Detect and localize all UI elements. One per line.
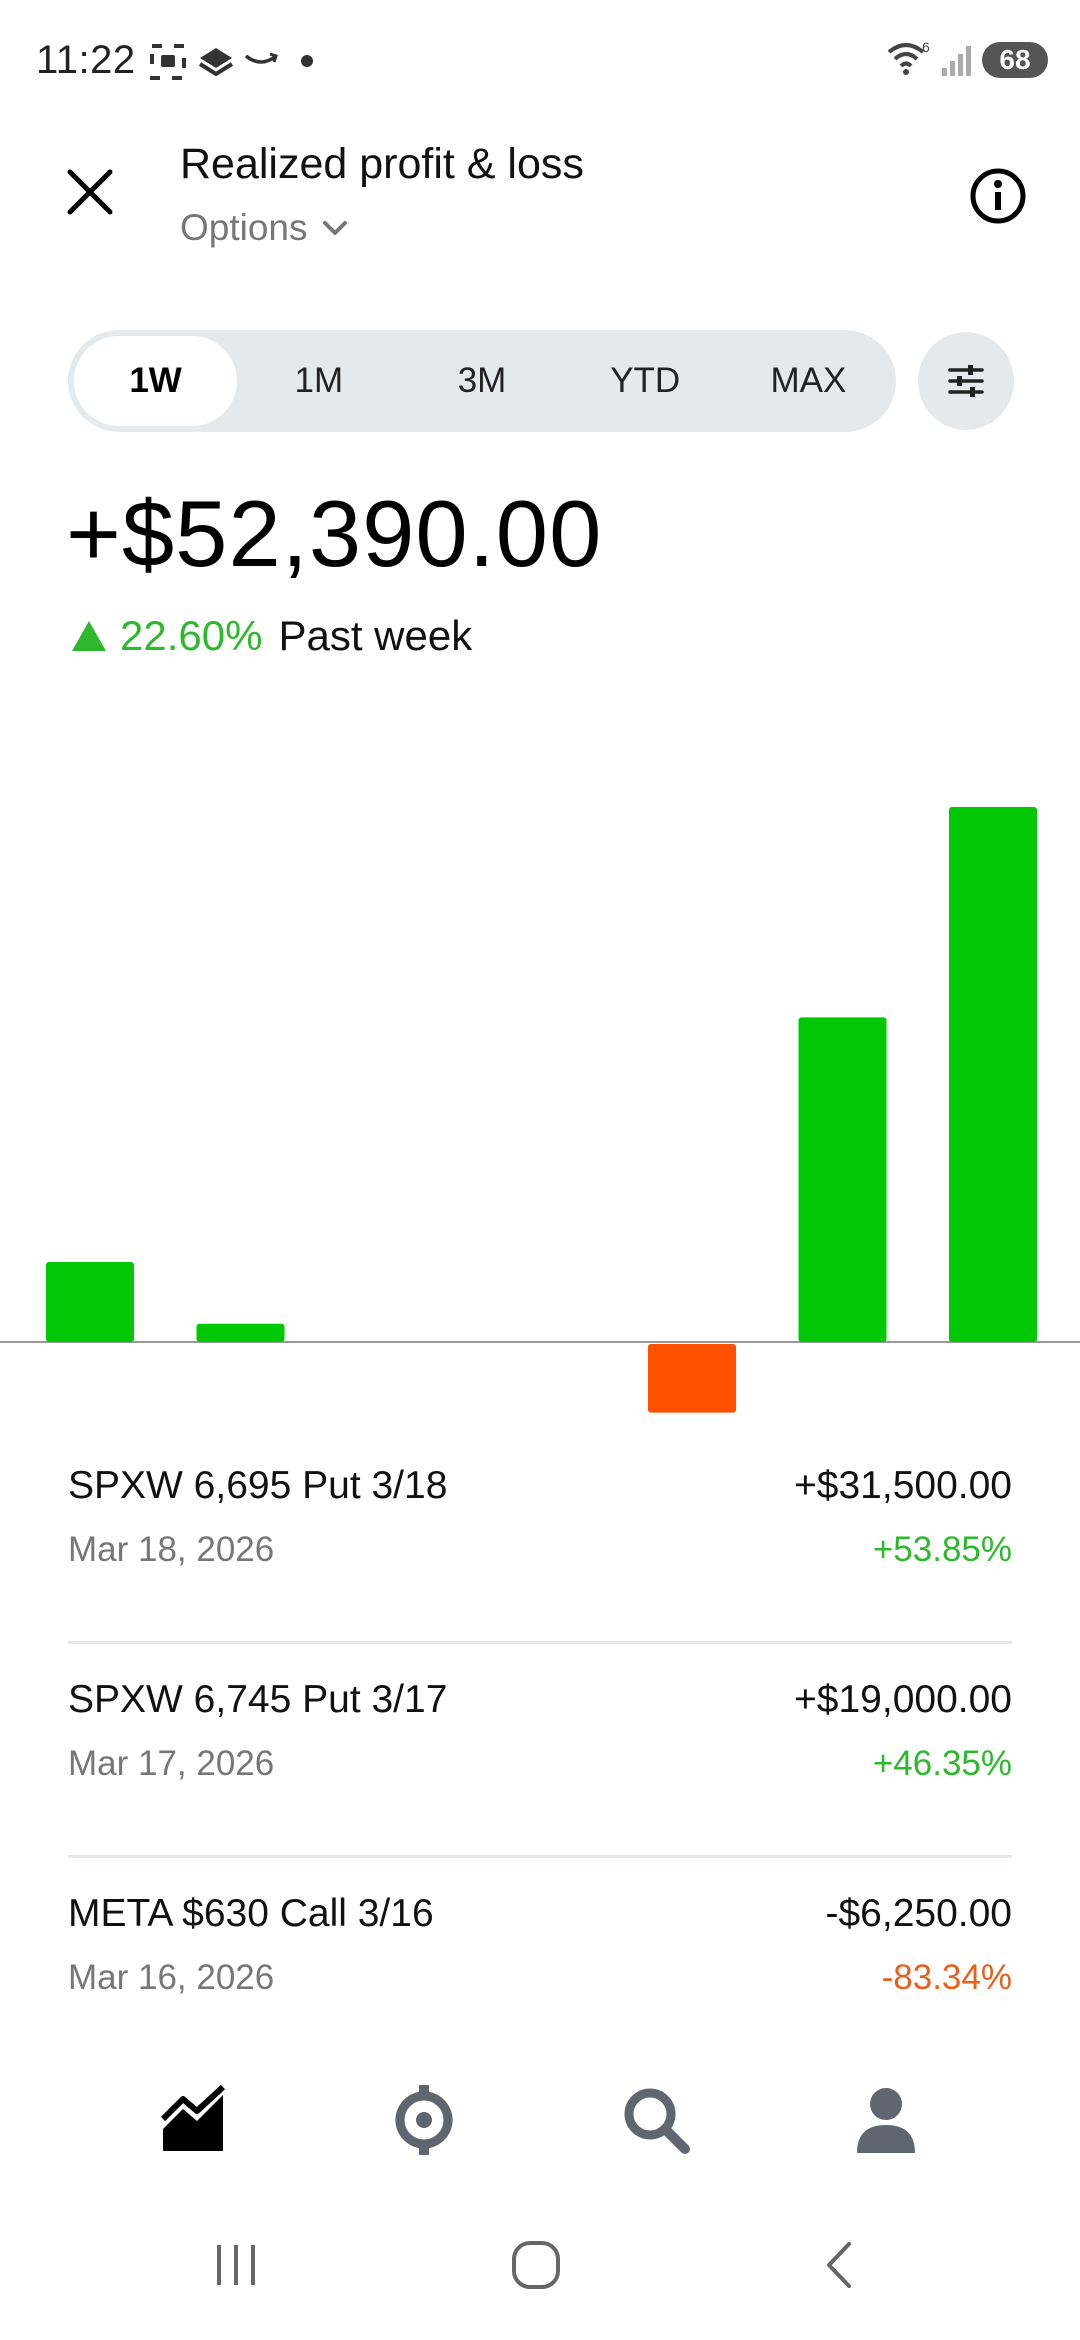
nav-investing[interactable] [154,2080,234,2160]
transaction-date: Mar 18, 2026 [68,1530,275,1569]
transaction-amount: +$19,000.00 [794,1678,1012,1721]
nav-search[interactable] [616,2080,696,2160]
transaction-name: SPXW 6,695 Put 3/18 [68,1464,448,1507]
chart-bar[interactable] [46,1261,134,1342]
up-arrow-icon [72,621,106,651]
info-icon [970,168,1026,224]
home-button[interactable] [496,2230,576,2300]
filter-button[interactable] [918,332,1014,430]
chart-bar[interactable] [949,807,1037,1342]
recent-apps-button[interactable] [196,2230,276,2300]
transaction-date: Mar 16, 2026 [68,1958,275,1997]
sliders-icon [948,365,984,397]
range-selector: 1W 1M 3M YTD MAX [68,330,896,432]
transaction-row[interactable]: META $630 Call 3/16 Mar 16, 2026 -$6,250… [68,1858,1012,2072]
asset-filter-label: Options [180,207,308,248]
notification-dot-icon [300,54,314,73]
system-navigation [0,2230,1080,2310]
range-tab-3m[interactable]: 3M [457,361,507,400]
page-title: Realized profit & loss [180,140,584,188]
bottom-navigation [0,2080,1080,2180]
range-tab-max[interactable]: MAX [770,361,847,400]
change-period: Past week [278,612,473,659]
transaction-list: SPXW 6,695 Put 3/18 Mar 18, 2026 +$31,50… [68,1430,1012,2072]
chart-bar[interactable] [798,1017,887,1342]
close-button[interactable] [58,160,122,224]
close-icon [67,169,113,215]
back-icon [827,2242,851,2288]
battery-indicator: 68 [982,42,1048,78]
search-icon [624,2088,690,2154]
transaction-row[interactable]: SPXW 6,695 Put 3/18 Mar 18, 2026 +$31,50… [68,1430,1012,1644]
transaction-row[interactable]: SPXW 6,745 Put 3/17 Mar 17, 2026 +$19,00… [68,1644,1012,1858]
chart-icon [160,2085,226,2151]
back-button[interactable] [800,2230,880,2300]
change-row: 22.60% Past week [72,612,472,660]
wifi-label: 6 [922,40,930,55]
crypto-icon [395,2085,453,2155]
signal-icon [940,42,976,83]
stack-icon [196,42,236,87]
transaction-percent: -83.34% [881,1958,1012,1997]
account-icon [857,2088,915,2153]
asset-filter-dropdown[interactable]: Options [180,207,348,249]
change-percent: 22.60% [120,612,263,659]
transaction-percent: +53.85% [872,1530,1012,1569]
wifi-icon: 6 [886,39,932,83]
total-pl-value: +$52,390.00 [66,481,603,586]
nav-account[interactable] [846,2080,926,2160]
transaction-date: Mar 17, 2026 [68,1744,275,1783]
transaction-percent: +46.35% [872,1744,1012,1783]
info-button[interactable] [968,166,1028,226]
transaction-amount: -$6,250.00 [825,1892,1013,1935]
transaction-amount: +$31,500.00 [794,1464,1012,1507]
recent-apps-icon [217,2245,255,2285]
status-bar: 11:22 6 68 [0,0,1080,124]
amazon-icon [244,50,278,75]
transaction-name: SPXW 6,745 Put 3/17 [68,1678,448,1721]
transaction-name: META $630 Call 3/16 [68,1892,434,1935]
range-tab-1w[interactable]: 1W [74,336,238,426]
status-time: 11:22 [36,38,136,82]
chart-bar[interactable] [648,1344,736,1413]
screenshot-icon [148,42,188,87]
nav-crypto[interactable] [384,2080,464,2160]
pl-bar-chart[interactable] [0,780,1080,1440]
range-tab-1m[interactable]: 1M [294,361,344,400]
home-icon [512,2241,560,2289]
chart-bar[interactable] [196,1323,285,1342]
range-tab-ytd[interactable]: YTD [610,361,681,400]
chevron-down-icon [322,221,347,235]
